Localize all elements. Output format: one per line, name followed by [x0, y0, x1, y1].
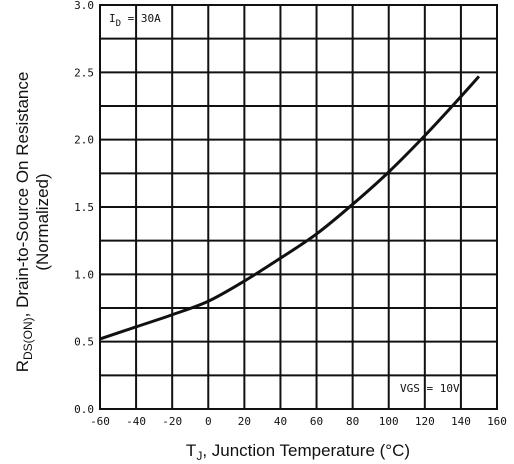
- y-axis-label-line1: RDS(ON), Drain-to-Source On Resistance: [13, 72, 35, 373]
- x-tick-label: -20: [162, 415, 182, 428]
- y-tick-labels: 0.0 0.5 1.0 1.5 2.0 2.5 3.0: [74, 0, 94, 416]
- y-tick-label: 3.0: [74, 0, 94, 12]
- y-tick-label: 2.0: [74, 134, 94, 147]
- x-tick-label: 120: [415, 415, 435, 428]
- grid: [99, 4, 498, 410]
- series-line: [99, 75, 481, 341]
- x-tick-label: 40: [274, 415, 287, 428]
- y-axis-label-line2: (Normalized): [33, 173, 52, 270]
- x-tick-labels: -60 -40 -20 0 20 40 60 80 100 120 140 160: [90, 415, 507, 428]
- y-tick-label: 2.5: [74, 66, 94, 79]
- x-tick-label: 60: [310, 415, 323, 428]
- y-tick-label: 1.0: [74, 268, 94, 281]
- x-axis-label: TJ, Junction Temperature (°C): [186, 441, 410, 463]
- x-tick-label: 160: [487, 415, 507, 428]
- x-tick-label: 20: [238, 415, 251, 428]
- x-tick-label: -60: [90, 415, 110, 428]
- y-tick-label: 0.0: [74, 403, 94, 416]
- x-tick-label: 140: [451, 415, 471, 428]
- y-axis-label: RDS(ON), Drain-to-Source On Resistance (…: [13, 72, 52, 373]
- x-tick-label: 0: [205, 415, 212, 428]
- y-tick-label: 0.5: [74, 336, 94, 349]
- y-tick-label: 1.5: [74, 201, 94, 214]
- vgs-annotation: VGS = 10V: [400, 382, 460, 395]
- x-tick-label: 80: [346, 415, 359, 428]
- current-annotation: ID = 30A: [109, 12, 161, 29]
- x-tick-label: -40: [126, 415, 146, 428]
- x-tick-label: 100: [379, 415, 399, 428]
